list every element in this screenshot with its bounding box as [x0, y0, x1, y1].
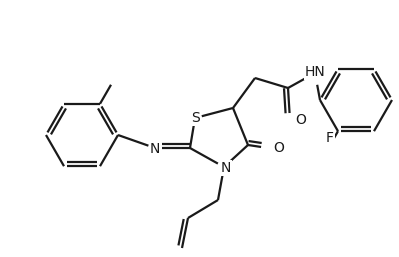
Text: S: S [191, 111, 200, 125]
Text: O: O [273, 141, 284, 155]
Text: HN: HN [304, 65, 325, 79]
Text: N: N [150, 142, 160, 156]
Text: F: F [326, 131, 334, 145]
Text: O: O [295, 113, 306, 127]
Text: N: N [221, 161, 231, 175]
